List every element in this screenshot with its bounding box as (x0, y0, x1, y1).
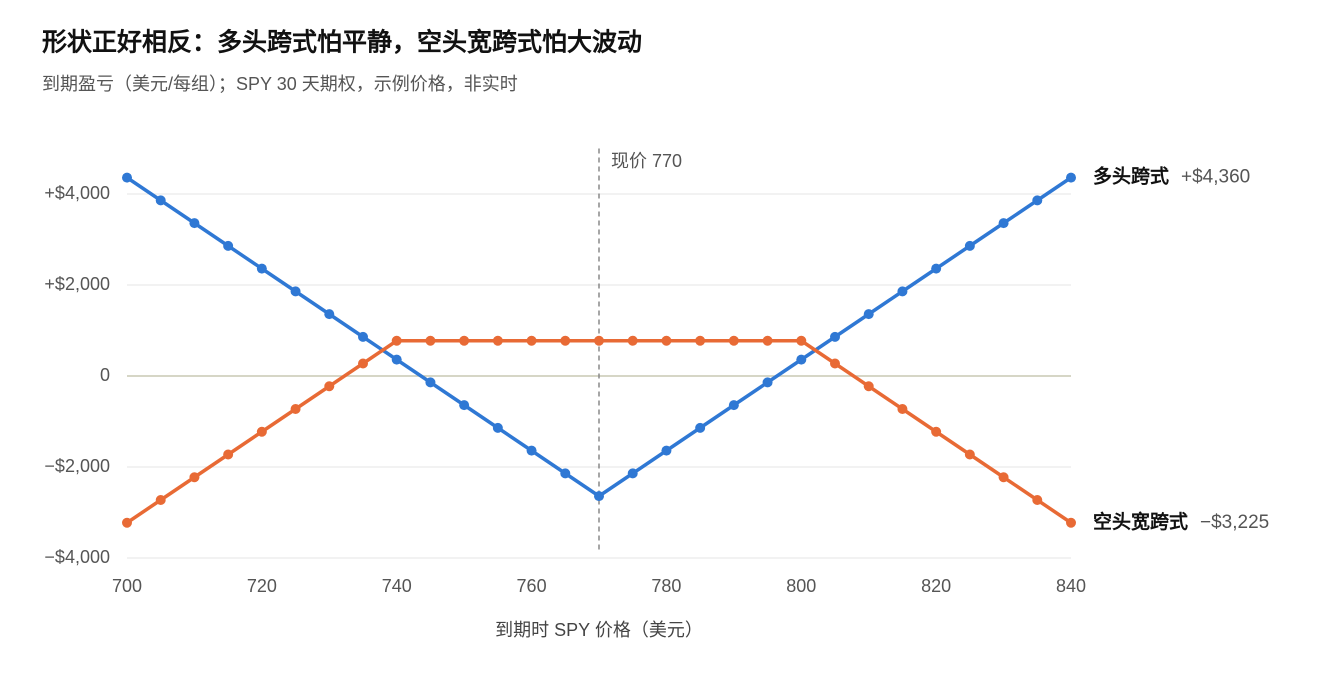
data-point (492, 422, 503, 433)
data-point (964, 449, 975, 460)
data-point (155, 195, 166, 206)
data-point (931, 426, 942, 437)
x-tick-label: 760 (517, 576, 547, 596)
data-point (998, 218, 1009, 229)
data-point (560, 468, 571, 479)
data-point (796, 354, 807, 365)
legend-label: 空头宽跨式 (1093, 510, 1188, 533)
data-point (796, 335, 807, 346)
x-tick-label: 740 (382, 576, 412, 596)
data-point (661, 445, 672, 456)
x-tick-label: 720 (247, 576, 277, 596)
data-point (391, 354, 402, 365)
data-point (560, 335, 571, 346)
data-point (1032, 494, 1043, 505)
chart-title: 形状正好相反：多头跨式怕平静，空头宽跨式怕大波动 (42, 28, 642, 57)
data-point (492, 335, 503, 346)
data-point (1066, 517, 1076, 528)
data-point (594, 335, 604, 346)
data-point (459, 400, 470, 411)
data-point (189, 218, 200, 229)
data-point (762, 335, 773, 346)
data-point (998, 472, 1009, 483)
data-point (830, 331, 840, 342)
data-point (863, 381, 874, 392)
data-point (897, 403, 908, 414)
data-point (324, 381, 335, 392)
value-label: −$3,225 (1200, 512, 1269, 533)
y-tick-label: +$2,000 (44, 274, 110, 294)
data-point (155, 494, 166, 505)
data-point (391, 335, 402, 346)
data-point (728, 400, 739, 411)
data-point (122, 172, 132, 183)
data-point (256, 426, 267, 437)
data-point (358, 331, 368, 342)
x-tick-label: 820 (921, 576, 951, 596)
y-tick-label: 0 (100, 365, 110, 385)
chart-subtitle: 到期盈亏（美元/每组）；SPY 30 天期权，示例价格，非实时 (42, 74, 518, 94)
data-point (358, 358, 368, 369)
legend-label: 多头跨式 (1093, 165, 1169, 188)
y-tick-label: −$4,000 (44, 547, 110, 567)
data-point (256, 263, 267, 274)
data-point (661, 335, 672, 346)
data-point (324, 309, 335, 320)
data-point (728, 335, 739, 346)
x-tick-label: 840 (1056, 576, 1086, 596)
x-tick-label: 700 (112, 576, 142, 596)
data-point (897, 286, 908, 297)
data-point (695, 422, 706, 433)
data-point (695, 335, 706, 346)
data-point (863, 309, 874, 320)
y-tick-label: −$2,000 (44, 456, 110, 476)
data-point (594, 491, 604, 502)
data-point (290, 286, 301, 297)
y-tick-label: +$4,000 (44, 183, 110, 203)
x-axis-label: 到期时 SPY 价格（美元） (495, 620, 703, 640)
data-point (290, 403, 301, 414)
data-point (189, 472, 200, 483)
data-point (425, 335, 436, 346)
data-point (526, 445, 537, 456)
data-point (223, 240, 234, 251)
data-point (627, 335, 638, 346)
data-point (223, 449, 234, 460)
data-point (459, 335, 470, 346)
data-point (122, 517, 132, 528)
data-point (1032, 195, 1043, 206)
data-point (830, 358, 840, 369)
data-point (526, 335, 537, 346)
x-tick-label: 800 (786, 576, 816, 596)
annotation: 现价 770 (611, 151, 682, 171)
value-label: +$4,360 (1181, 167, 1250, 188)
x-tick-label: 780 (651, 576, 681, 596)
data-point (425, 377, 436, 388)
data-point (931, 263, 942, 274)
data-point (1066, 172, 1076, 183)
data-point (627, 468, 638, 479)
data-point (964, 240, 975, 251)
data-point (762, 377, 773, 388)
